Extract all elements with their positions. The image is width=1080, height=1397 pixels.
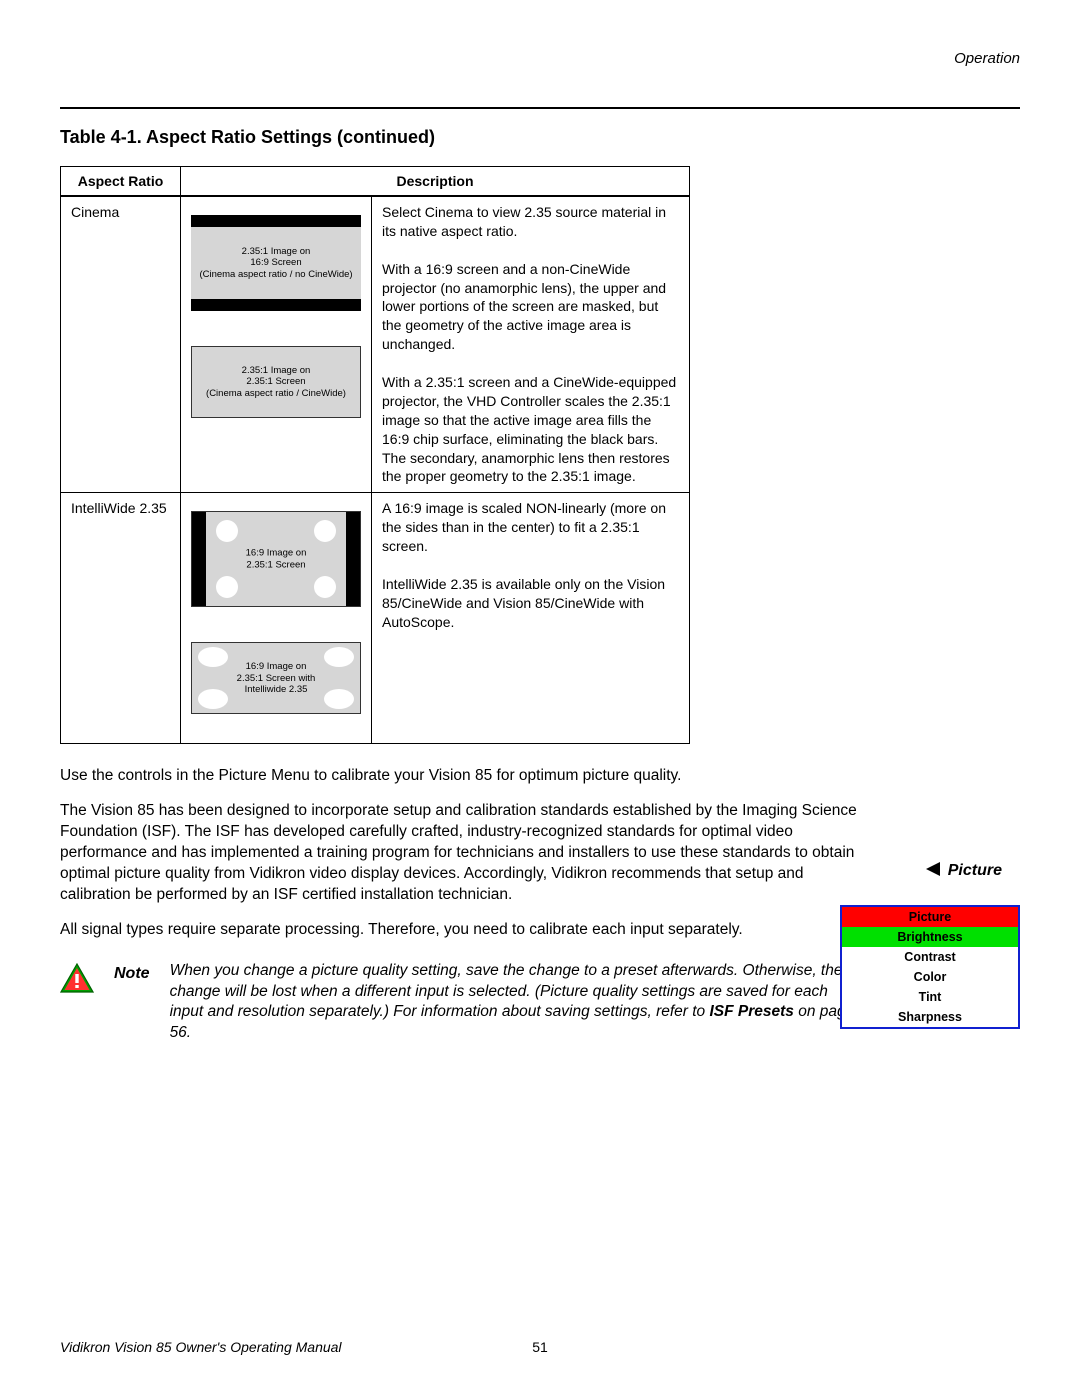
note-text: When you change a picture quality settin… <box>170 961 860 1045</box>
warning-icon <box>60 963 94 993</box>
table-row: Cinema 2.35:1 Image on 16:9 Screen (Cine… <box>61 196 690 493</box>
aspect-ratio-table: Aspect Ratio Description Cinema 2.35:1 I… <box>60 166 690 744</box>
divider <box>60 107 1020 109</box>
table-row: IntelliWide 2.35 16:9 Image on 2.35:1 Sc… <box>61 493 690 744</box>
picture-side-label: Picture <box>926 862 1002 880</box>
diag-caption-line: 2.35:1 Screen <box>246 559 305 570</box>
diag-caption-line: 16:9 Image on <box>246 548 307 559</box>
table-title: Table 4-1. Aspect Ratio Settings (contin… <box>60 127 1020 148</box>
menu-item-color: Color <box>842 967 1018 987</box>
cell-name: IntelliWide 2.35 <box>61 493 181 744</box>
body-para: All signal types require separate proces… <box>60 920 860 941</box>
menu-item-picture: Picture <box>842 907 1018 927</box>
picture-menu: Picture Brightness Contrast Color Tint S… <box>840 905 1020 1029</box>
cell-description: A 16:9 image is scaled NON-linearly (mor… <box>372 493 690 744</box>
diagram-iw-169: 16:9 Image on 2.35:1 Screen <box>191 511 361 607</box>
diagram-cinema-169: 2.35:1 Image on 16:9 Screen (Cinema aspe… <box>191 215 361 311</box>
diag-caption-line: 2.35:1 Screen with <box>237 673 316 684</box>
diag-caption-line: (Cinema aspect ratio / CineWide) <box>206 388 346 399</box>
desc-para: IntelliWide 2.35 is available only on th… <box>382 575 679 632</box>
body-para: The Vision 85 has been designed to incor… <box>60 801 860 906</box>
menu-item-brightness: Brightness <box>842 927 1018 947</box>
col-desc: Description <box>181 167 690 197</box>
cell-description: Select Cinema to view 2.35 source materi… <box>372 196 690 493</box>
diagram-iw-235: 16:9 Image on 2.35:1 Screen with Intelli… <box>191 642 361 714</box>
diag-caption-line: 16:9 Screen <box>250 257 301 268</box>
desc-para: A 16:9 image is scaled NON-linearly (mor… <box>382 499 679 556</box>
cell-name: Cinema <box>61 196 181 493</box>
body-para: Use the controls in the Picture Menu to … <box>60 766 860 787</box>
cell-diagram: 16:9 Image on 2.35:1 Screen 16:9 Image o… <box>181 493 372 744</box>
desc-para: Select Cinema to view 2.35 source materi… <box>382 203 679 241</box>
diag-caption-line: 2.35:1 Image on <box>242 365 311 376</box>
menu-item-contrast: Contrast <box>842 947 1018 967</box>
note-block: Note When you change a picture quality s… <box>60 961 860 1045</box>
diag-caption-line: 2.35:1 Screen <box>246 376 305 387</box>
diag-caption-line: Intelliwide 2.35 <box>245 684 308 695</box>
section-header: Operation <box>60 50 1020 67</box>
diag-caption-line: 2.35:1 Image on <box>242 246 311 257</box>
page-footer: Vidikron Vision 85 Owner's Operating Man… <box>60 1339 1020 1355</box>
footer-page-number: 51 <box>532 1339 548 1355</box>
menu-item-sharpness: Sharpness <box>842 1007 1018 1027</box>
diag-caption-line: 16:9 Image on <box>246 661 307 672</box>
note-text-bold: ISF Presets <box>709 1003 793 1020</box>
diagram-cinema-235: 2.35:1 Image on 2.35:1 Screen (Cinema as… <box>191 346 361 418</box>
desc-para: With a 16:9 screen and a non-CineWide pr… <box>382 260 679 354</box>
menu-item-tint: Tint <box>842 987 1018 1007</box>
cell-diagram: 2.35:1 Image on 16:9 Screen (Cinema aspe… <box>181 196 372 493</box>
col-aspect: Aspect Ratio <box>61 167 181 197</box>
body-text: Use the controls in the Picture Menu to … <box>60 766 860 940</box>
note-label: Note <box>114 965 150 983</box>
desc-para: With a 2.35:1 screen and a CineWide-equi… <box>382 373 679 486</box>
footer-title: Vidikron Vision 85 Owner's Operating Man… <box>60 1339 342 1355</box>
diag-caption-line: (Cinema aspect ratio / no CineWide) <box>199 269 352 280</box>
